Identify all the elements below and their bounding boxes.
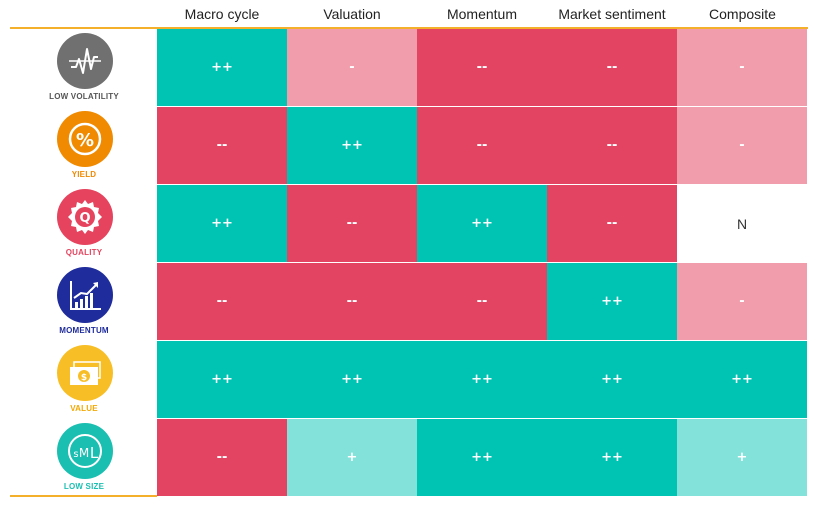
sml-icon: s M L: [57, 423, 113, 479]
row-label-value: $ VALUE: [10, 341, 158, 419]
heatmap-cell: ++: [417, 419, 548, 497]
heatmap-cell: ++: [157, 29, 288, 107]
banknote-icon: $: [57, 345, 113, 401]
low-volatility-icon: [57, 33, 113, 89]
row-label-yield: % YIELD: [10, 107, 158, 185]
column-header-macro-cycle: Macro cycle: [184, 6, 260, 22]
heatmap-cell: ++: [157, 185, 288, 263]
row-caption: MOMENTUM: [59, 326, 109, 335]
heatmap-cell: ++: [287, 341, 418, 419]
column-header-market-sentiment: Market sentiment: [558, 6, 666, 22]
column-header-composite: Composite: [709, 6, 776, 22]
row-label-quality: Q QUALITY: [10, 185, 158, 263]
heatmap-cell: ++: [547, 419, 678, 497]
heatmap-cell: -: [287, 29, 418, 107]
heatmap-cell: --: [287, 185, 418, 263]
heatmap-cell: +: [287, 419, 418, 497]
heatmap-cell: --: [287, 263, 418, 341]
heatmap-cell: -: [677, 107, 808, 185]
heatmap-cell: --: [417, 263, 548, 341]
quality-badge-icon: Q: [57, 189, 113, 245]
heatmap-cell: ++: [677, 341, 808, 419]
heatmap-cell: --: [157, 419, 288, 497]
row-label-momentum: MOMENTUM: [10, 263, 158, 341]
heatmap-cell: --: [547, 29, 678, 107]
header-rule: [10, 27, 808, 29]
row-caption: LOW VOLATILITY: [49, 92, 119, 101]
svg-text:$: $: [81, 373, 87, 383]
svg-text:L: L: [90, 444, 99, 462]
heatmap-cell: ++: [287, 107, 418, 185]
heatmap-cell: N: [677, 185, 808, 263]
svg-text:Q: Q: [79, 211, 90, 226]
heatmap-cell: --: [547, 185, 678, 263]
row-caption: VALUE: [70, 404, 98, 413]
heatmap-cell: --: [157, 263, 288, 341]
heatmap-cell: ++: [547, 341, 678, 419]
column-header-momentum: Momentum: [446, 6, 518, 22]
row-label-low-volatility: LOW VOLATILITY: [10, 29, 158, 107]
svg-text:s: s: [73, 449, 78, 460]
row-caption: LOW SIZE: [63, 482, 105, 491]
heatmap-cell: --: [157, 107, 288, 185]
heatmap-cell: --: [547, 107, 678, 185]
row-caption: YIELD: [71, 170, 97, 179]
heatmap-cell: +: [677, 419, 808, 497]
heatmap-cell: ++: [157, 341, 288, 419]
svg-text:%: %: [76, 130, 94, 151]
heatmap-cell: ++: [417, 185, 548, 263]
heatmap-cell: -: [677, 263, 808, 341]
row-caption: QUALITY: [65, 248, 103, 257]
heatmap-cell: --: [417, 29, 548, 107]
svg-text:M: M: [79, 446, 89, 460]
percent-icon: %: [57, 111, 113, 167]
heatmap-cell: ++: [547, 263, 678, 341]
heatmap-cell: ++: [417, 341, 548, 419]
heatmap-cell: -: [677, 29, 808, 107]
rising-chart-icon: [57, 267, 113, 323]
row-label-low-size: s M L LOW SIZE: [10, 419, 158, 497]
heatmap-cell: --: [417, 107, 548, 185]
column-header-valuation: Valuation: [323, 6, 381, 22]
